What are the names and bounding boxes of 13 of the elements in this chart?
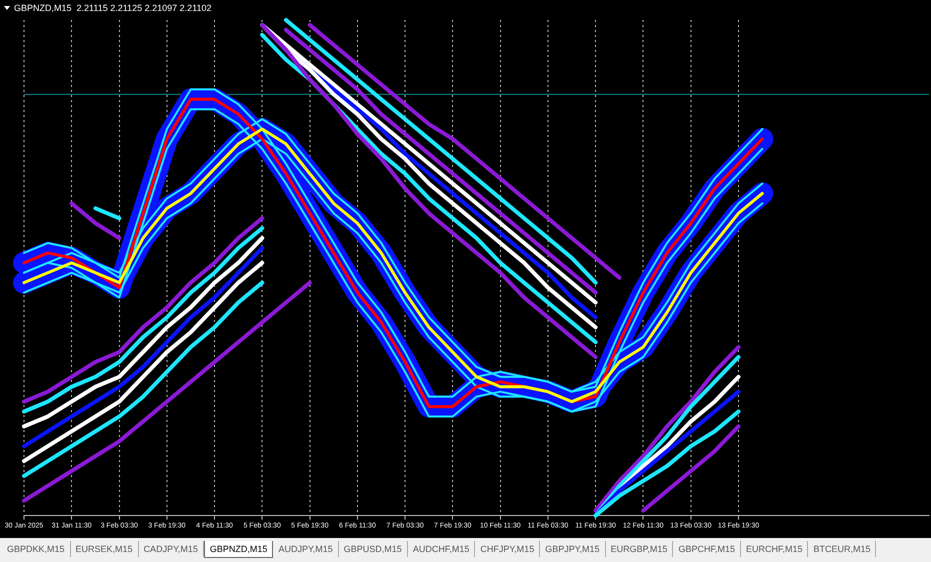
- text: AUDJPY,M15: [273, 541, 339, 557]
- text: EURGBP,M15: [606, 541, 674, 557]
- text: GBPUSD,M15: [338, 541, 408, 557]
- text: GBPJPY,M15: [540, 541, 606, 557]
- chart-title: GBPNZD,M15 2.21115 2.21125 2.21097 2.21102: [14, 3, 212, 13]
- text: CADJPY,M15: [138, 541, 204, 557]
- text: GBPDKK,M15: [2, 541, 71, 557]
- text: EURCHF,M15: [740, 541, 808, 557]
- text: AUDCHF,M15: [408, 541, 476, 557]
- text: CHFJPY,M15: [475, 541, 540, 557]
- text: BTCEUR,M15: [808, 541, 876, 557]
- text: EURSEK,M15: [70, 541, 139, 557]
- text: GBPCHF,M15: [673, 541, 741, 557]
